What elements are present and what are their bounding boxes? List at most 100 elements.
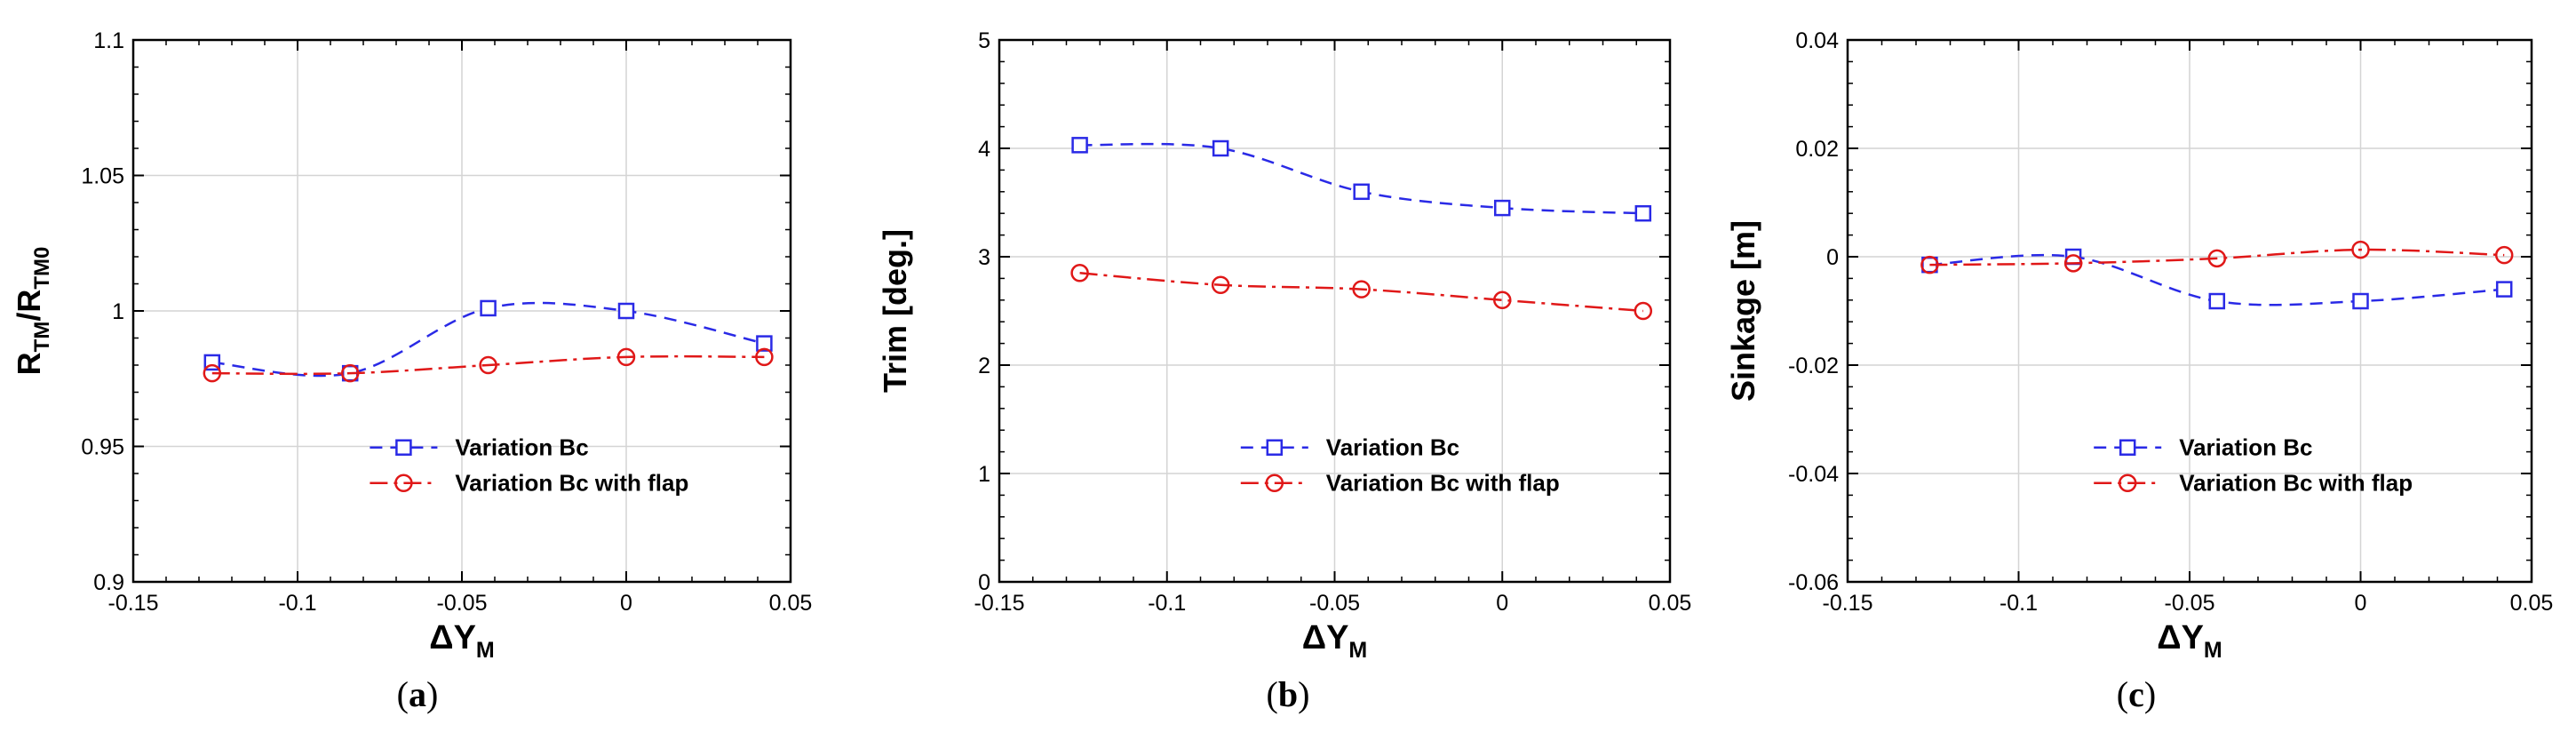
x-tick-label: -0.05 [1309, 591, 1360, 616]
y-tick-label: 0 [1826, 245, 1839, 270]
x-axis-title-main: ΔY [2157, 619, 2204, 656]
x-tick-label: -0.05 [2165, 591, 2215, 616]
x-tick-label: -0.15 [108, 591, 159, 616]
data-point [617, 302, 635, 320]
y-tick-label: 0.04 [1795, 28, 1839, 53]
caption-open-paren: ( [1267, 674, 1278, 714]
x-tick-label: -0.1 [1148, 591, 1186, 616]
legend-label: Variation Bc [1326, 434, 1459, 461]
x-tick-label: 0.05 [1649, 591, 1692, 616]
series-variation-bc-flap [1070, 264, 1653, 321]
y-tick-label: -0.06 [1788, 570, 1839, 595]
x-axis-title: ΔYM [429, 619, 495, 663]
x-tick-label: -0.05 [437, 591, 488, 616]
series-variation-bc-flap [203, 347, 774, 383]
y-tick-label: 0 [978, 570, 990, 595]
data-point [2063, 254, 2083, 273]
data-point [756, 335, 773, 352]
caption-open-paren: ( [397, 674, 409, 714]
caption-letter: c [2128, 674, 2144, 714]
data-point [1212, 139, 1229, 157]
legend-swatch-marker [1265, 473, 1284, 492]
legend-label: Variation Bc with flap [1326, 470, 1560, 497]
x-axis-title: ΔYM [1302, 619, 1368, 663]
legend-swatch-marker [2119, 439, 2136, 456]
plot-frame [998, 38, 1672, 584]
data-point [1494, 199, 1511, 217]
y-tick-label: 2 [978, 354, 990, 378]
data-point [616, 347, 636, 367]
y-axis-title-sub2: TM0 [30, 247, 54, 290]
chart-a: -0.15 -0.1 -0.05 0 0.05 0.9 0.95 1 1.05 1.1 Variat… [11, 28, 812, 714]
data-point [1211, 275, 1230, 294]
data-point [1352, 280, 1371, 298]
caption-close-paren: ) [426, 674, 438, 714]
data-point [1493, 290, 1512, 310]
y-tick-label: 1 [978, 462, 990, 487]
data-point [2208, 292, 2226, 310]
data-point [755, 347, 774, 367]
x-axis-title-sub: M [476, 638, 495, 663]
x-tick-label: -0.15 [974, 591, 1025, 616]
y-tick-label: 1 [112, 299, 124, 324]
legend: Variation Bc Variation Bc with flap [1240, 434, 1560, 497]
plot-frame [131, 38, 792, 584]
data-point [1070, 264, 1089, 282]
legend-label: Variation Bc [2179, 434, 2312, 461]
legend-label: Variation Bc with flap [455, 470, 688, 497]
data-point [1071, 137, 1088, 154]
y-axis-title: Trim [deg.] [877, 229, 913, 393]
legend-label: Variation Bc with flap [2179, 470, 2413, 497]
y-tick-label: 0.95 [81, 435, 124, 460]
panel-caption: (b) [1267, 674, 1310, 714]
x-tick-label: -0.1 [2000, 591, 2038, 616]
x-tick-label: 0.05 [2510, 591, 2554, 616]
x-axis-title-sub: M [1348, 638, 1367, 663]
y-tick-label: 1.05 [81, 164, 124, 189]
x-axis-title: ΔYM [2157, 619, 2222, 663]
data-point [480, 299, 497, 317]
chart-c: -0.15 -0.1 -0.05 0 0.05 -0.06 -0.04 -0.02 0 0.02 0… [1725, 28, 2553, 714]
y-tick-label: 3 [978, 245, 990, 270]
data-point [1353, 183, 1370, 201]
series-line [1079, 142, 1643, 215]
legend-swatch-marker [2118, 473, 2137, 492]
series-line [1929, 248, 2505, 267]
x-tick-label: -0.1 [278, 591, 316, 616]
caption-open-paren: ( [2117, 674, 2128, 714]
y-axis-title-text: Sinkage [m] [1725, 220, 1761, 402]
data-point [203, 363, 222, 383]
caption-close-paren: ) [1298, 674, 1309, 714]
data-point [479, 355, 497, 375]
series-variation-bc-flap [1920, 240, 2514, 275]
panel-caption: (a) [397, 674, 439, 714]
y-axis-title: RTM/RTM0 [11, 247, 54, 376]
x-axis-title-sub: M [2204, 638, 2222, 663]
data-point [2494, 245, 2514, 265]
y-axis-title: Sinkage [m] [1725, 220, 1761, 402]
y-axis-title-mid: /R [11, 290, 47, 322]
x-tick-label: 0 [1496, 591, 1508, 616]
y-tick-label: 4 [978, 137, 990, 162]
series-variation-bc [203, 299, 773, 382]
plot-frame [1846, 38, 2533, 584]
legend-swatch-marker [1266, 439, 1284, 456]
series-variation-bc [1071, 137, 1652, 222]
x-tick-label: 0.05 [769, 591, 813, 616]
y-tick-label: 0.9 [93, 570, 124, 595]
x-tick-label: 0 [2355, 591, 2367, 616]
x-tick-label: -0.15 [1823, 591, 1873, 616]
y-axis-title-r: R [11, 352, 47, 375]
caption-close-paren: ) [2144, 674, 2156, 714]
y-tick-label: 0.02 [1795, 137, 1839, 162]
data-point [1634, 204, 1652, 222]
data-point [1634, 301, 1653, 321]
caption-letter: b [1278, 674, 1298, 714]
y-tick-label: -0.04 [1788, 462, 1839, 487]
data-point [2352, 292, 2369, 310]
legend-swatch-marker [395, 439, 412, 456]
data-point [2495, 281, 2513, 298]
data-point [2351, 240, 2370, 259]
